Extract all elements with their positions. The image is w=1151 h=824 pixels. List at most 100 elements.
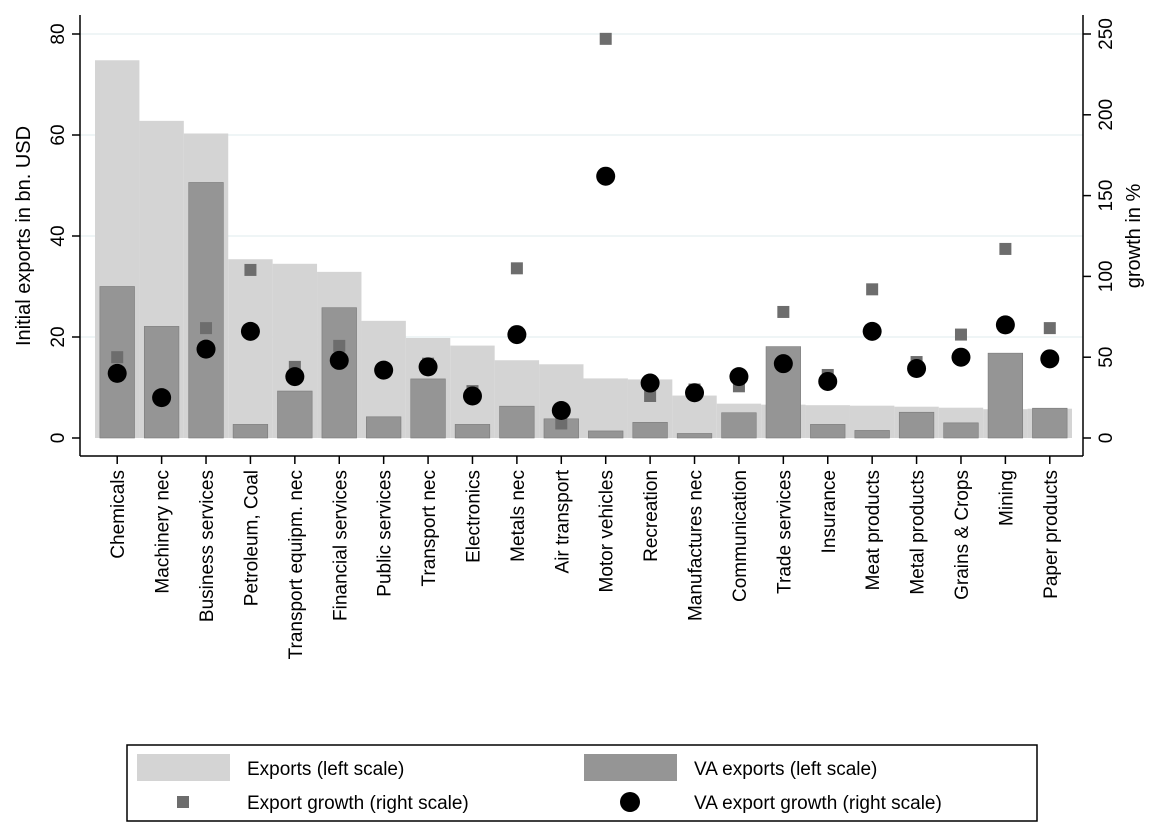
left-tick-label-0: 0 [48,433,69,444]
va-export-growth-marker-13 [685,383,705,403]
export-growth-marker-15 [777,305,790,318]
va-exports-bar-3 [232,424,269,439]
export-growth-marker-10 [555,417,568,430]
x-tick-label-17: Meat products [863,470,884,590]
va-export-growth-marker-12 [640,373,660,393]
va-export-growth-marker-14 [729,367,749,387]
va-exports-bar-5 [321,307,357,439]
export-growth-marker-11 [599,32,612,45]
x-tick-label-7: Transport nec [419,470,440,587]
x-tick-label-16: Insurance [819,470,840,553]
x-tick-label-20: Mining [996,470,1017,526]
x-tick-label-21: Paper products [1041,470,1062,599]
va-export-growth-marker-6 [374,360,394,380]
x-tick-label-8: Electronics [463,470,484,563]
left-tick-label-20: 20 [48,326,69,347]
va-exports-bar-21 [1032,407,1068,439]
export-growth-marker-2 [200,322,213,335]
x-tick-label-10: Air transport [552,469,573,573]
export-growth-marker-17 [866,283,879,296]
left-y-ticks: 0 20 40 60 80 [48,23,80,443]
x-tick-label-11: Motor vehicles [597,470,618,593]
va-export-growth-marker-11 [596,166,616,186]
va-exports-bar-6 [366,416,402,439]
x-tick-label-12: Recreation [641,470,662,562]
legend-swatch-va-exports [584,754,677,781]
x-tick-label-5: Financial services [330,470,351,621]
va-exports-bar-1 [143,326,180,439]
right-tick-label-0: 0 [1096,433,1117,444]
x-tick-label-13: Manufactures nec [686,470,707,621]
va-exports-bar-7 [410,378,446,439]
x-tick-label-19: Grains & Crops [952,470,973,600]
gridlines [80,33,1083,338]
legend: Exports (left scale) VA exports (left sc… [126,744,1038,822]
export-growth-marker-21 [1043,322,1056,335]
x-tick-label-4: Transport equipm. nec [286,470,307,659]
va-export-growth-marker-17 [862,321,882,341]
va-export-growth-markers [107,166,1060,421]
va-export-growth-marker-0 [107,363,127,383]
x-tick-label-15: Trade services [774,470,795,594]
export-growth-marker-12 [644,389,657,402]
x-tick-label-2: Business services [197,470,218,622]
va-export-growth-marker-7 [418,357,438,377]
export-growth-marker-9 [510,262,523,275]
export-growth-marker-3 [244,263,257,276]
va-export-growth-marker-3 [240,321,260,341]
right-tick-label-250: 250 [1096,18,1117,50]
va-exports-bar-20 [987,352,1024,439]
va-exports-bar-14 [721,412,757,439]
x-category-ticks: Chemicals Machinery nec Business services P… [108,456,1062,659]
va-exports-bar-19 [943,422,979,439]
va-export-growth-marker-10 [551,401,571,421]
export-growth-marker-19 [954,328,967,341]
export-growth-marker-5 [333,339,346,352]
va-export-growth-marker-2 [196,339,216,359]
va-exports-bar-2 [188,182,224,439]
va-export-growth-marker-4 [285,367,305,387]
x-tick-label-1: Machinery nec [153,470,174,594]
va-export-growth-marker-9 [507,325,527,345]
legend-box [126,744,1038,822]
x-tick-label-9: Metals nec [508,470,529,562]
va-exports-bars [99,182,1068,439]
va-exports-bar-11 [588,430,624,439]
right-tick-label-100: 100 [1096,261,1117,293]
legend-swatch-exports [137,754,230,781]
x-tick-label-0: Chemicals [108,470,129,559]
va-exports-bar-18 [898,411,935,439]
right-tick-label-200: 200 [1096,99,1117,131]
left-tick-label-40: 40 [48,225,69,246]
export-growth-marker-20 [999,242,1012,255]
legend-label-exports: Exports (left scale) [247,759,404,780]
va-exports-bar-12 [632,422,668,439]
va-exports-bar-16 [810,424,846,439]
x-tick-label-14: Communication [730,470,751,602]
va-export-growth-marker-18 [907,359,927,379]
va-export-growth-marker-19 [951,347,971,367]
right-axis-title: growth in % [1123,184,1145,289]
legend-swatch-va-export-growth [620,792,640,812]
x-tick-label-6: Public services [375,470,396,597]
va-export-growth-marker-21 [1040,349,1060,369]
va-exports-bar-17 [854,430,890,439]
va-exports-bar-13 [676,433,713,439]
va-export-growth-marker-5 [329,350,349,370]
exports-bars [95,60,1072,439]
legend-label-export-growth: Export growth (right scale) [247,793,469,814]
va-export-growth-marker-1 [152,388,172,408]
va-export-growth-marker-20 [995,315,1015,335]
va-export-growth-marker-16 [818,371,838,391]
x-tick-label-18: Metal products [908,470,929,595]
va-export-growth-marker-8 [462,386,482,406]
va-exports-bar-9 [499,405,535,439]
x-tick-label-3: Petroleum, Coal [241,470,262,606]
va-export-growth-marker-15 [773,354,793,374]
right-tick-label-50: 50 [1096,347,1117,368]
right-y-ticks: 0 50 100 150 200 250 [1083,18,1117,443]
right-tick-label-150: 150 [1096,180,1117,212]
legend-label-va-exports: VA exports (left scale) [694,759,877,780]
left-tick-label-60: 60 [48,124,69,145]
